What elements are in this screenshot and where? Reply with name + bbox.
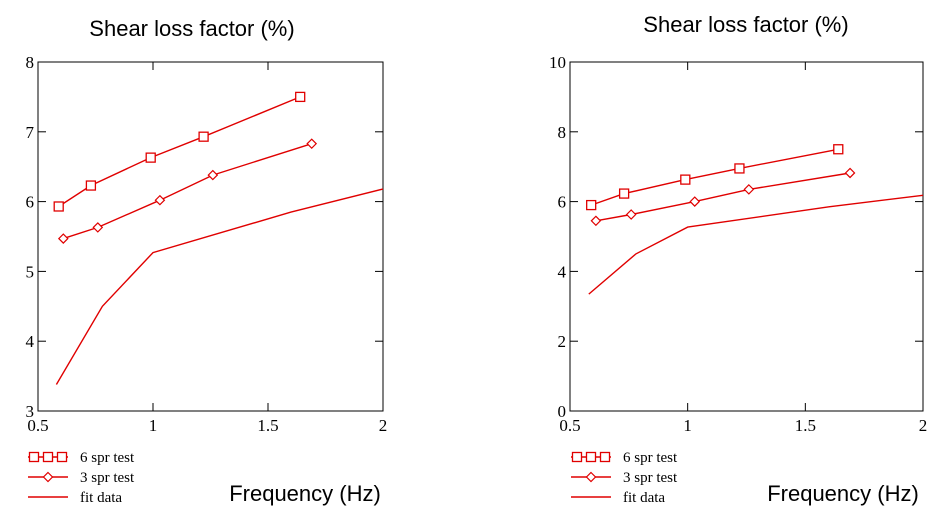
data-point-square <box>586 199 597 211</box>
y-tick-label: 7 <box>26 123 35 142</box>
legend-marker-diamond <box>585 471 597 483</box>
y-tick-label: 8 <box>558 123 567 142</box>
x-axis-label: Frequency (Hz) <box>767 481 919 506</box>
legend-label: 6 spr test <box>80 450 135 466</box>
data-point-square <box>833 144 844 155</box>
plot-frame <box>569 61 924 412</box>
data-point-square <box>53 201 64 212</box>
x-tick-label: 1.5 <box>795 416 816 435</box>
data-point-diamond <box>689 196 701 207</box>
data-point-diamond <box>590 215 602 227</box>
series-line-fit-data <box>588 194 924 295</box>
legend-marker-square <box>56 451 68 463</box>
legend-label: 6 spr test <box>623 450 678 466</box>
y-tick-label: 4 <box>26 332 35 351</box>
data-point-square <box>145 152 156 163</box>
x-axis-label: Frequency (Hz) <box>229 481 381 506</box>
legend-label: 3 spr test <box>623 470 678 486</box>
data-point-diamond <box>207 169 219 181</box>
data-point-diamond <box>92 222 104 233</box>
y-tick-label: 8 <box>26 53 35 72</box>
data-point-diamond <box>743 184 755 195</box>
series-line-fit-data <box>55 188 384 385</box>
data-point-square <box>734 163 745 174</box>
legend-marker-square <box>585 451 597 463</box>
x-tick-label: 0.5 <box>559 416 580 435</box>
data-point-diamond <box>844 167 856 179</box>
legend-marker-square <box>28 451 40 463</box>
y-tick-label: 10 <box>549 53 566 72</box>
y-tick-label: 6 <box>26 193 35 212</box>
data-point-diamond <box>57 233 69 244</box>
data-point-diamond <box>306 138 318 150</box>
legend-label: fit data <box>80 490 122 506</box>
y-tick-label: 0 <box>558 402 567 421</box>
legend-marker-square <box>571 451 583 463</box>
data-point-square <box>680 174 691 185</box>
x-tick-label: 0.5 <box>27 416 48 435</box>
chart-panel-1: Shear loss factor (%) Frequency (Hz) 3 4 5 6 7… <box>26 16 388 506</box>
chart-title: Shear loss factor (%) <box>643 12 848 37</box>
legend-marker-square <box>42 451 54 463</box>
x-tick-label: 1 <box>683 416 692 435</box>
y-tick-label: 6 <box>558 193 567 212</box>
data-point-square <box>618 188 630 199</box>
plot-frame <box>37 61 384 412</box>
data-point-square <box>295 91 306 103</box>
legend-label: fit data <box>623 490 665 506</box>
data-point-diamond <box>154 194 166 206</box>
y-tick-label: 2 <box>558 332 567 351</box>
x-tick-label: 1.5 <box>257 416 278 435</box>
y-tick-label: 4 <box>558 262 567 281</box>
legend-label: 3 spr test <box>80 470 135 486</box>
y-tick-label: 3 <box>26 402 35 421</box>
legend-marker-diamond <box>42 471 54 483</box>
chart-title: Shear loss factor (%) <box>89 16 294 41</box>
y-tick-label: 5 <box>26 262 35 281</box>
x-tick-label: 1 <box>149 416 158 435</box>
legend-marker-square <box>599 451 611 463</box>
data-point-square <box>85 180 97 191</box>
data-point-square <box>198 131 209 142</box>
series-line-3-spr-test <box>63 143 312 240</box>
data-point-diamond <box>625 209 637 220</box>
x-tick-label: 2 <box>379 416 388 435</box>
chart-panel-2: Shear loss factor (%) Frequency (Hz) 0 2 4 6 8… <box>549 12 927 506</box>
x-tick-label: 2 <box>919 416 928 435</box>
